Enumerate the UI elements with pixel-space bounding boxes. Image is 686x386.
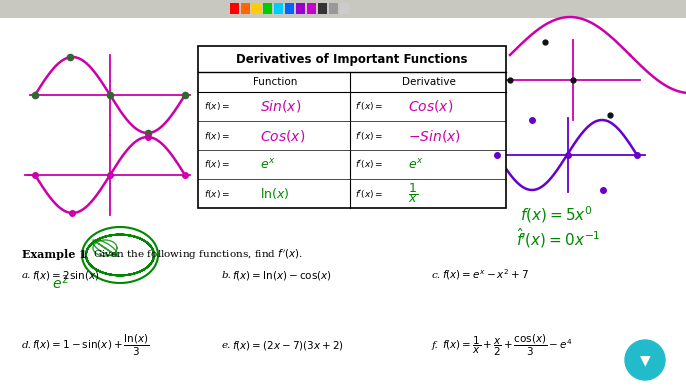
Text: ▼: ▼ [639,353,650,367]
Text: $\mathit{Sin}(x)$: $\mathit{Sin}(x)$ [260,98,301,115]
Text: Derivative: Derivative [402,77,456,87]
Text: f.: f. [432,340,439,349]
Bar [285,3,294,14]
Text: $f(x) = \dfrac{1}{x} + \dfrac{x}{2} + \dfrac{\cos(x)}{3} - e^4$: $f(x) = \dfrac{1}{x} + \dfrac{x}{2} + \d… [442,332,573,357]
Bar [329,3,338,14]
Text: $\mathit{Cos}(x)$: $\mathit{Cos}(x)$ [260,127,305,144]
Text: c.: c. [432,271,441,279]
Circle shape [625,340,665,380]
Text: Example 1: Example 1 [22,249,87,261]
Text: $f(x) = (2x - 7)(3x + 2)$: $f(x) = (2x - 7)(3x + 2)$ [232,339,344,352]
Bar [296,3,305,14]
Bar [230,3,239,14]
Bar [0,0,686,18]
Text: $e^x$: $e^x$ [260,157,276,171]
Text: $f(x) =$: $f(x) =$ [204,159,230,171]
Bar [340,3,349,14]
Text: $f(x)=5x^{0}$: $f(x)=5x^{0}$ [520,205,593,225]
Text: $\mathit{Cos}(x)$: $\mathit{Cos}(x)$ [408,98,453,115]
Text: $f(x) =$: $f(x) =$ [204,188,230,200]
Bar [318,3,327,14]
Text: a.: a. [22,271,32,279]
Text: $f(x) = 1 - \sin(x) + \dfrac{\ln(x)}{3}$: $f(x) = 1 - \sin(x) + \dfrac{\ln(x)}{3}$ [32,332,150,357]
Text: $f(x) =$: $f(x) =$ [204,100,230,112]
Text: $\dfrac{1}{x}$: $\dfrac{1}{x}$ [408,181,418,205]
Text: $f'(x) =$: $f'(x) =$ [355,188,384,200]
Bar [274,3,283,14]
Text: $-\mathit{Sin}(x)$: $-\mathit{Sin}(x)$ [408,127,462,144]
Bar [263,3,272,14]
Text: e.: e. [222,340,231,349]
Bar [241,3,250,14]
Text: Derivatives of Important Functions: Derivatives of Important Functions [236,52,468,66]
Text: d.: d. [22,340,32,349]
Text: $f(x) = e^x - x^2 + 7$: $f(x) = e^x - x^2 + 7$ [442,267,529,283]
Text: $f'(x) =$: $f'(x) =$ [355,129,384,142]
Text: $e^x$: $e^x$ [408,157,424,171]
Text: $f(x) = 2\sin(x)$: $f(x) = 2\sin(x)$ [32,269,99,281]
Text: $f(x) = \ln(x) - \cos(x)$: $f(x) = \ln(x) - \cos(x)$ [232,269,332,281]
Bar [307,3,316,14]
Text: Function: Function [253,77,297,87]
Bar [198,46,506,208]
Text: :  Given the following functions, find $f'(x)$.: : Given the following functions, find $f… [83,248,303,262]
Bar [252,3,261,14]
Text: $\ln(x)$: $\ln(x)$ [260,186,289,201]
Text: $\hat{f}'(x)=0x^{-1}$: $\hat{f}'(x)=0x^{-1}$ [516,226,601,250]
Text: b.: b. [222,271,232,279]
Text: $f(x) =$: $f(x) =$ [204,129,230,142]
Text: $f'(x) =$: $f'(x) =$ [355,100,384,112]
Text: $f'(x) =$: $f'(x) =$ [355,159,384,171]
Text: $e^2$: $e^2$ [52,274,69,292]
